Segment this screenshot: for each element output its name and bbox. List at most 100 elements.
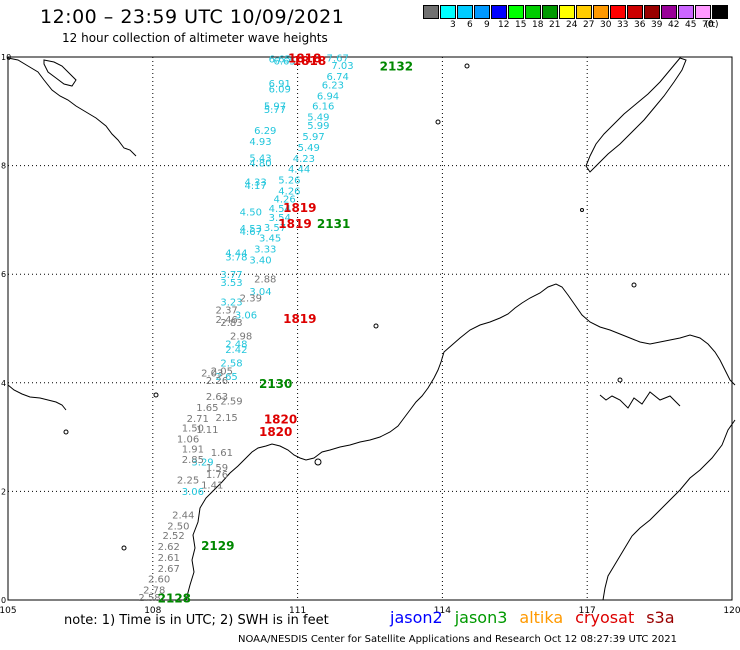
wave-height-value: 6.91: [269, 79, 291, 90]
wave-height-value: 2.78: [143, 585, 165, 596]
wave-height-value: 2.44: [172, 511, 194, 522]
wave-height-value: 5.49: [298, 143, 320, 154]
wave-height-value: 6.23: [322, 80, 344, 91]
wave-height-value: 2.58: [138, 593, 160, 604]
legend-swatch: [576, 5, 592, 19]
wave-height-value: 1.65: [196, 403, 218, 414]
wave-height-value: 2.62: [158, 542, 180, 553]
map-title: 12:00 – 23:59 UTC 10/09/2021: [40, 6, 345, 28]
wave-height-value: 6.29: [254, 126, 276, 137]
island: [617, 377, 623, 383]
wave-height-value: 5.43: [249, 153, 271, 164]
wave-height-value: 2.83: [220, 318, 242, 329]
pass-time-label: 2128: [158, 592, 191, 606]
palawan-coastline: [585, 57, 687, 173]
longitude-tick-label: 108: [144, 606, 161, 616]
wave-height-value: 2.65: [216, 372, 238, 383]
wave-height-value: 2.46: [216, 315, 238, 326]
map-border: [7, 56, 733, 601]
pass-time-label: 1820: [264, 413, 297, 427]
wave-height-value: 2.15: [216, 413, 238, 424]
latitude-tick-label: 8: [1, 162, 6, 171]
island: [121, 545, 127, 551]
coastlines: [7, 57, 736, 601]
wave-height-value: 4.26: [273, 195, 295, 206]
wave-height-value: 6.94: [317, 91, 339, 102]
wave-height-value: 3.77: [220, 270, 242, 281]
footer-credit: NOAA/NESDIS Center for Satellite Applica…: [238, 634, 677, 645]
wave-height-value: 2.85: [182, 455, 204, 466]
latitude-tick-label: 10: [1, 53, 11, 62]
legend-label: 27: [583, 20, 595, 30]
island: [631, 282, 637, 288]
pass-time-label: 2132: [380, 60, 413, 74]
pass-time-label: 1819: [283, 201, 316, 215]
legend-swatch: [440, 5, 456, 19]
wave-height-value: 2.88: [254, 274, 276, 285]
pass-time-label: 1818: [288, 51, 321, 65]
map-subtitle: 12 hour collection of altimeter wave hei…: [62, 31, 328, 45]
legend-label: 70: [702, 20, 714, 30]
mission-jason3: jason3: [454, 608, 508, 627]
legend-label: 24: [566, 20, 578, 30]
longitude-tick-label: 120: [723, 606, 740, 616]
wave-height-value: 4.44: [288, 165, 310, 176]
wave-height-value: 2.67: [158, 564, 180, 575]
wave-height-value: 3.23: [220, 298, 242, 309]
map-frame: [7, 56, 733, 601]
latitude-tick-label: 6: [1, 270, 6, 279]
legend-label: 6: [467, 20, 473, 30]
legend-label: 15: [515, 20, 527, 30]
wave-height-value: 4.67: [240, 227, 262, 238]
vietnam-coastline: [7, 57, 137, 157]
wave-height-value: 3.06: [235, 311, 257, 322]
wave-height-value: 5.49: [307, 113, 329, 124]
wave-height-value: 4.17: [245, 181, 267, 192]
wave-height-value: 2.39: [240, 293, 262, 304]
wave-height-value: 2.98: [230, 331, 252, 342]
wave-height-value: 4.50: [240, 208, 262, 219]
legend-swatch: [695, 5, 711, 19]
wave-height-value: 5.97: [264, 102, 286, 113]
pass-time-label: 2129: [201, 539, 234, 553]
wave-height-value: 5.77: [264, 105, 286, 116]
wave-height-value: 7.67: [327, 53, 349, 64]
island: [580, 208, 584, 212]
wave-height-value: 2.58: [220, 359, 242, 370]
legend-swatch: [678, 5, 694, 19]
longitude-tick-label: 114: [434, 606, 451, 616]
wave-height-value: 2.37: [216, 305, 238, 316]
wave-height-value: 2.61: [158, 553, 180, 564]
legend-swatch: [474, 5, 490, 19]
wave-height-value: 5.97: [302, 132, 324, 143]
legend-label: 30: [600, 20, 612, 30]
wave-height-value: 6.09: [269, 84, 291, 95]
wave-height-value: 4.23: [293, 154, 315, 165]
wave-height-value: 1.11: [196, 425, 218, 436]
wave-height-value: 6.74: [327, 72, 349, 83]
wave-height-value: 2.60: [148, 575, 170, 586]
wave-height-value: 2.42: [225, 345, 247, 356]
legend-swatch: [610, 5, 626, 19]
wave-height-value: 1.91: [182, 444, 204, 455]
wave-height-value: 1.50: [182, 424, 204, 435]
latitude-tick-label: 4: [1, 379, 6, 388]
legend-label: 36: [634, 20, 646, 30]
legend-label: 12: [498, 20, 510, 30]
wave-height-value: 1.41: [201, 481, 223, 492]
wave-height-value: 2.26: [206, 376, 228, 387]
pass-time-label: 2131: [317, 217, 350, 231]
malay-peninsula-coastline: [7, 384, 67, 411]
wave-height-value: 2.52: [162, 531, 184, 542]
legend-label: 3: [450, 20, 456, 30]
wave-height-value: 4.80: [249, 159, 271, 170]
wave-height-value: 3.78: [225, 253, 247, 264]
wave-height-value: 7.03: [331, 61, 353, 72]
pass-time-label: 1819: [283, 312, 316, 326]
legend-swatch: [559, 5, 575, 19]
legend-swatch: [644, 5, 660, 19]
mission-altika: altika: [519, 608, 564, 627]
wave-height-value: 2.03: [201, 368, 223, 379]
longitude-tick-label: 117: [579, 606, 596, 616]
